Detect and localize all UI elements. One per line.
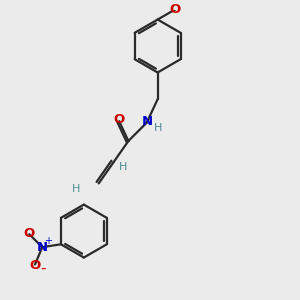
Text: H: H	[118, 162, 127, 172]
Text: H: H	[153, 123, 162, 133]
Text: O: O	[170, 3, 181, 16]
Text: O: O	[23, 226, 34, 240]
Text: O: O	[29, 259, 41, 272]
Text: N: N	[141, 115, 152, 128]
Text: -: -	[40, 261, 46, 276]
Text: O: O	[114, 112, 125, 126]
Text: N: N	[37, 241, 48, 254]
Text: H: H	[72, 184, 80, 194]
Text: +: +	[44, 236, 52, 246]
